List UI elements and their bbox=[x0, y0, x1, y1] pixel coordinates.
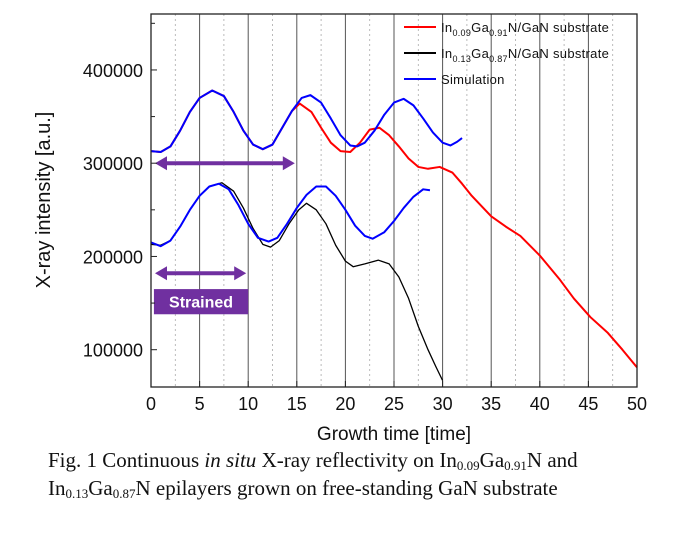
x-tick-label: 45 bbox=[578, 394, 598, 414]
x-tick-label: 5 bbox=[195, 394, 205, 414]
legend-text: N/GaN substrate bbox=[508, 20, 609, 35]
legend-label-1: In0.13Ga0.87N/GaN substrate bbox=[441, 46, 609, 64]
caption-subscript: 0.13 bbox=[65, 486, 89, 501]
x-tick-label: 0 bbox=[146, 394, 156, 414]
legend-text: In bbox=[441, 46, 452, 61]
strained-label: Strained bbox=[169, 295, 233, 312]
legend-subscript: 0.91 bbox=[489, 28, 508, 38]
caption-subscript: 0.87 bbox=[112, 486, 136, 501]
y-tick-label: 200000 bbox=[83, 247, 143, 267]
arrow-head-right bbox=[282, 156, 295, 171]
y-tick-label: 300000 bbox=[83, 154, 143, 174]
x-tick-label: 20 bbox=[335, 394, 355, 414]
x-tick-label: 30 bbox=[433, 394, 453, 414]
x-tick-label: 25 bbox=[384, 394, 404, 414]
caption-line-2: In0.13Ga0.87N epilayers grown on free-st… bbox=[48, 474, 578, 502]
y-axis-label: X-ray intensity [a.u.] bbox=[33, 112, 55, 289]
legend-text: Ga bbox=[471, 20, 489, 35]
caption-text: Ga bbox=[88, 476, 113, 500]
caption-subscript: 0.09 bbox=[456, 458, 480, 473]
x-tick-label: 35 bbox=[481, 394, 501, 414]
legend-text: In bbox=[441, 20, 452, 35]
x-tick-label: 50 bbox=[627, 394, 647, 414]
legend-subscript: 0.09 bbox=[452, 28, 471, 38]
series-line-2 bbox=[150, 89, 463, 154]
arrow-head-right bbox=[234, 266, 247, 281]
legend-label-0: In0.09Ga0.91N/GaN substrate bbox=[441, 20, 609, 38]
arrow-head-left bbox=[155, 266, 167, 281]
y-tick-label: 100000 bbox=[83, 341, 143, 361]
caption-text: N epilayers grown on free-standing GaN s… bbox=[135, 476, 558, 500]
series-lines bbox=[150, 89, 638, 381]
x-tick-label: 10 bbox=[238, 394, 258, 414]
legend-text: Simulation bbox=[441, 72, 505, 87]
caption-text: Ga bbox=[479, 448, 505, 472]
legend-subscript: 0.13 bbox=[452, 54, 471, 64]
axes: 0 5 10 15 20 25 30 35 40 45 50 100000 200000 300000 40… bbox=[83, 13, 647, 414]
x-tick-label: 40 bbox=[530, 394, 550, 414]
figure-caption: Fig. 1 Continuous in situ X-ray reflecti… bbox=[48, 446, 578, 502]
series-line-3 bbox=[150, 182, 431, 248]
legend-label-2: Simulation bbox=[441, 72, 505, 87]
legend-text: N/GaN substrate bbox=[508, 46, 609, 61]
legend-subscript: 0.87 bbox=[489, 54, 508, 64]
legend-text: Ga bbox=[471, 46, 489, 61]
caption-text: In bbox=[48, 476, 66, 500]
caption-text: Fig. 1 Continuous bbox=[48, 448, 205, 472]
y-tick-label: 400000 bbox=[83, 61, 143, 81]
chart: Strained 0 5 10 15 20 25 30 35 40 45 50 100000 20000… bbox=[33, 13, 647, 445]
x-tick-label: 15 bbox=[287, 394, 307, 414]
annotations: Strained bbox=[153, 156, 295, 315]
legend: In0.09Ga0.91N/GaN substrateIn0.13Ga0.87N… bbox=[404, 20, 609, 87]
caption-italic: in situ bbox=[204, 448, 257, 472]
x-axis-label: Growth time [time] bbox=[317, 424, 471, 445]
caption-subscript: 0.91 bbox=[504, 458, 527, 473]
strained-label-box bbox=[153, 289, 249, 315]
caption-text: N and bbox=[526, 448, 578, 472]
caption-text: X-ray reflectivity on In bbox=[256, 448, 457, 472]
arrow-head-left bbox=[155, 156, 167, 171]
grid bbox=[174, 14, 614, 387]
caption-line-1: Fig. 1 Continuous in situ X-ray reflecti… bbox=[48, 446, 578, 474]
